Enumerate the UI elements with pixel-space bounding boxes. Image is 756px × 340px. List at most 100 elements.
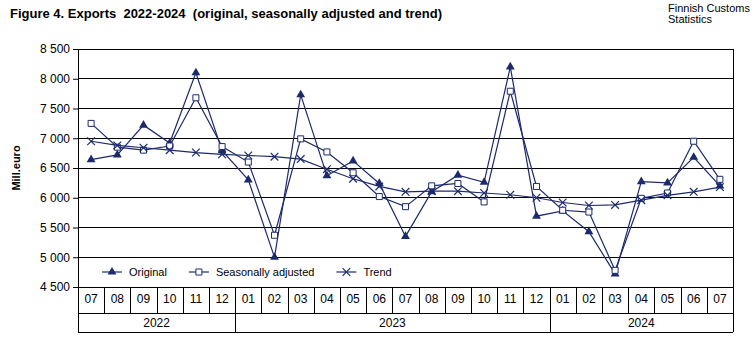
month-separator: [392, 287, 393, 313]
grid-line: [78, 197, 733, 198]
month-separator: [707, 287, 708, 313]
series-marker: [140, 144, 148, 152]
series-marker: [324, 149, 330, 155]
series-marker: [453, 170, 462, 178]
x-tick-label: 07: [84, 292, 98, 306]
grid-line: [78, 168, 733, 169]
series-marker: [637, 196, 645, 204]
month-separator: [602, 287, 603, 313]
legend-label: Original: [129, 266, 167, 278]
grid: [78, 49, 733, 287]
series-marker: [481, 199, 487, 205]
series-marker: [88, 120, 94, 126]
y-tick-label: 5 500: [40, 221, 70, 235]
series-marker: [298, 136, 304, 142]
x-tick: 04: [635, 287, 649, 306]
x-axis-table: [78, 287, 734, 333]
x-axis: 0708091011120102030405060708091011120102…: [79, 287, 734, 306]
series-marker: [401, 231, 410, 239]
legend-item: Trend: [336, 266, 391, 278]
y-tick: 6 500: [40, 161, 78, 175]
y-tick-mark: [73, 109, 78, 110]
x-tick-label: 10: [163, 292, 177, 306]
x-tick-label: 03: [294, 292, 308, 306]
series-marker: [480, 177, 489, 185]
month-separator: [733, 287, 734, 313]
series-marker: [349, 175, 357, 183]
month-separator: [104, 287, 105, 313]
series-marker: [691, 138, 697, 144]
x-tick: 07: [713, 287, 727, 306]
series-marker: [191, 68, 200, 76]
source: Statistics: [668, 13, 713, 25]
series-marker: [455, 180, 461, 186]
chart: Figure 4. Exports 2022-2024 (original, s…: [0, 0, 756, 340]
series-marker: [584, 227, 593, 235]
x-tick-label: 09: [137, 292, 151, 306]
series-marker: [113, 150, 122, 158]
series-marker: [534, 183, 540, 189]
x-tick: 02: [582, 287, 596, 306]
series-line: [91, 91, 720, 270]
series-marker: [244, 152, 252, 160]
y-tick: 8 000: [40, 72, 78, 86]
plot-area: [87, 62, 725, 277]
series-marker: [454, 187, 462, 195]
x-tick: 10: [163, 287, 177, 306]
month-separator: [261, 287, 262, 313]
series-marker: [717, 176, 723, 182]
month-separator: [183, 287, 184, 313]
series-marker: [297, 155, 305, 163]
month-separator: [157, 287, 158, 313]
month-separator: [340, 287, 341, 313]
y-tick: 6 000: [40, 191, 78, 205]
year-separator: [733, 313, 734, 332]
x-tick: 12: [530, 287, 544, 306]
legend-marker: [108, 267, 117, 275]
series-marker: [690, 188, 698, 196]
month-separator: [445, 287, 446, 313]
month-separator: [235, 287, 236, 313]
y-tick-mark: [73, 79, 78, 80]
x-tick-label: 11: [190, 292, 203, 306]
y-tick-label: 6 000: [40, 191, 70, 205]
x-tick: 08: [425, 287, 439, 306]
series-marker: [192, 149, 200, 157]
series-marker: [166, 146, 174, 154]
y-axis-title: Mill.euro: [10, 145, 22, 191]
title: Figure 4. Exports 2022-2024 (original, s…: [10, 6, 442, 21]
grid-line: [78, 138, 733, 139]
series-marker: [532, 211, 541, 219]
x-tick: 09: [137, 287, 151, 306]
x-tick-label: 09: [451, 292, 465, 306]
series-marker: [350, 170, 356, 176]
y-axis-line: [73, 50, 79, 288]
x-tick: 01: [556, 287, 570, 306]
series-marker: [87, 155, 96, 163]
x-tick-label: 02: [268, 292, 282, 306]
series-marker: [193, 95, 199, 101]
grid-line: [78, 227, 733, 228]
y-tick-mark: [73, 138, 78, 139]
series-marker: [637, 177, 646, 185]
grid-line: [78, 108, 733, 109]
x-axis-line: [79, 287, 734, 288]
x-tick-label: 07: [399, 292, 413, 306]
series-marker: [507, 88, 513, 94]
series-marker: [270, 252, 279, 260]
x-tick-label: 05: [346, 292, 360, 306]
x-tick-label: 01: [242, 292, 256, 306]
month-separator: [314, 287, 315, 313]
series-marker: [323, 165, 331, 173]
x-tick-label: 06: [687, 292, 701, 306]
series-marker: [533, 194, 541, 202]
x-tick: 06: [687, 287, 701, 306]
legend-marker: [196, 269, 202, 275]
series-marker: [689, 152, 698, 160]
x-tick: 12: [215, 287, 229, 306]
legend-label: Trend: [363, 266, 391, 278]
series-marker: [611, 201, 619, 209]
year-separator: [550, 313, 551, 332]
x-tick: 11: [504, 287, 517, 306]
row-separator: [78, 313, 733, 314]
